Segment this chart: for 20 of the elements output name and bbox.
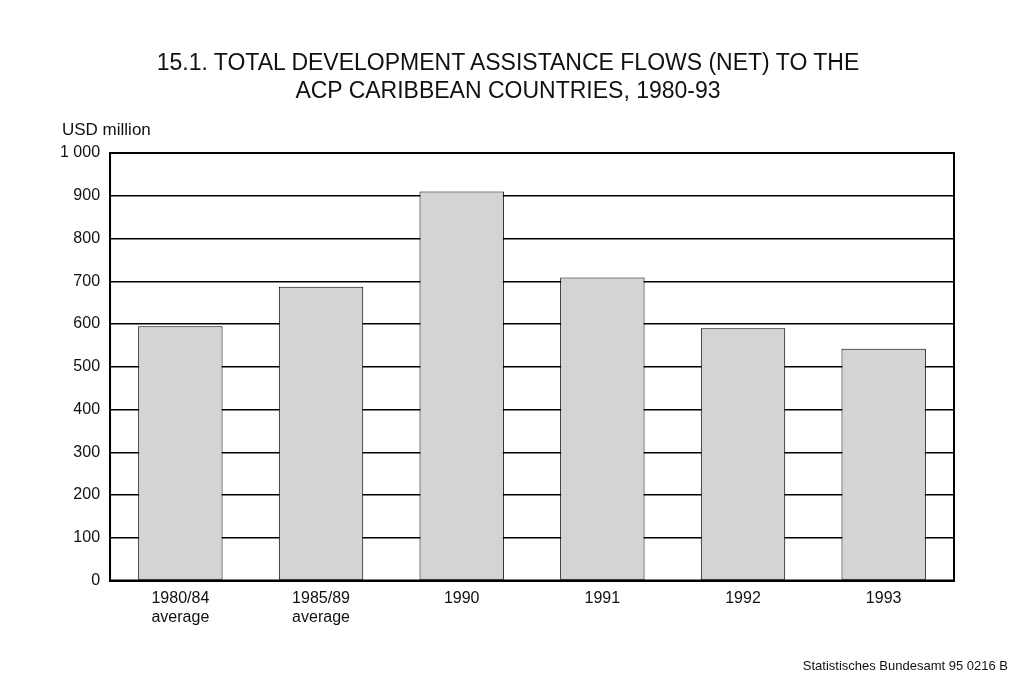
y-tick-label: 900 [73,186,101,204]
x-tick-label: 1991 [584,588,621,606]
text: Statistisches Bundesamt 95 0216 B [802,658,1008,673]
chart-title: 15.1. TOTAL DEVELOPMENT ASSISTANCE FLOWS (NET) TO THE ACP CARIBBEAN COUNTRIES, 1980-93 [155,48,861,104]
x-tick-label: 1990 [443,588,480,606]
y-tick-label: 200 [73,485,101,503]
x-tick-label: 1980/84 average [151,588,210,625]
y-tick-label: 300 [73,442,101,460]
y-tick-label: 800 [73,228,101,246]
x-tick-label: 1993 [865,588,902,606]
x-tick-label: 1985/89 average [292,588,351,625]
y-tick-label: 400 [73,399,101,417]
x-tick-label: 1992 [725,588,761,606]
y-tick-label: 700 [73,271,101,289]
y-tick-label: 0 [91,571,101,589]
y-tick-label: 1 000 [59,143,101,161]
y-tick-label: 600 [73,314,101,332]
y-tick-label: 500 [73,357,101,375]
y-axis-title: USD million [62,120,151,140]
y-tick-label: 100 [73,528,101,546]
